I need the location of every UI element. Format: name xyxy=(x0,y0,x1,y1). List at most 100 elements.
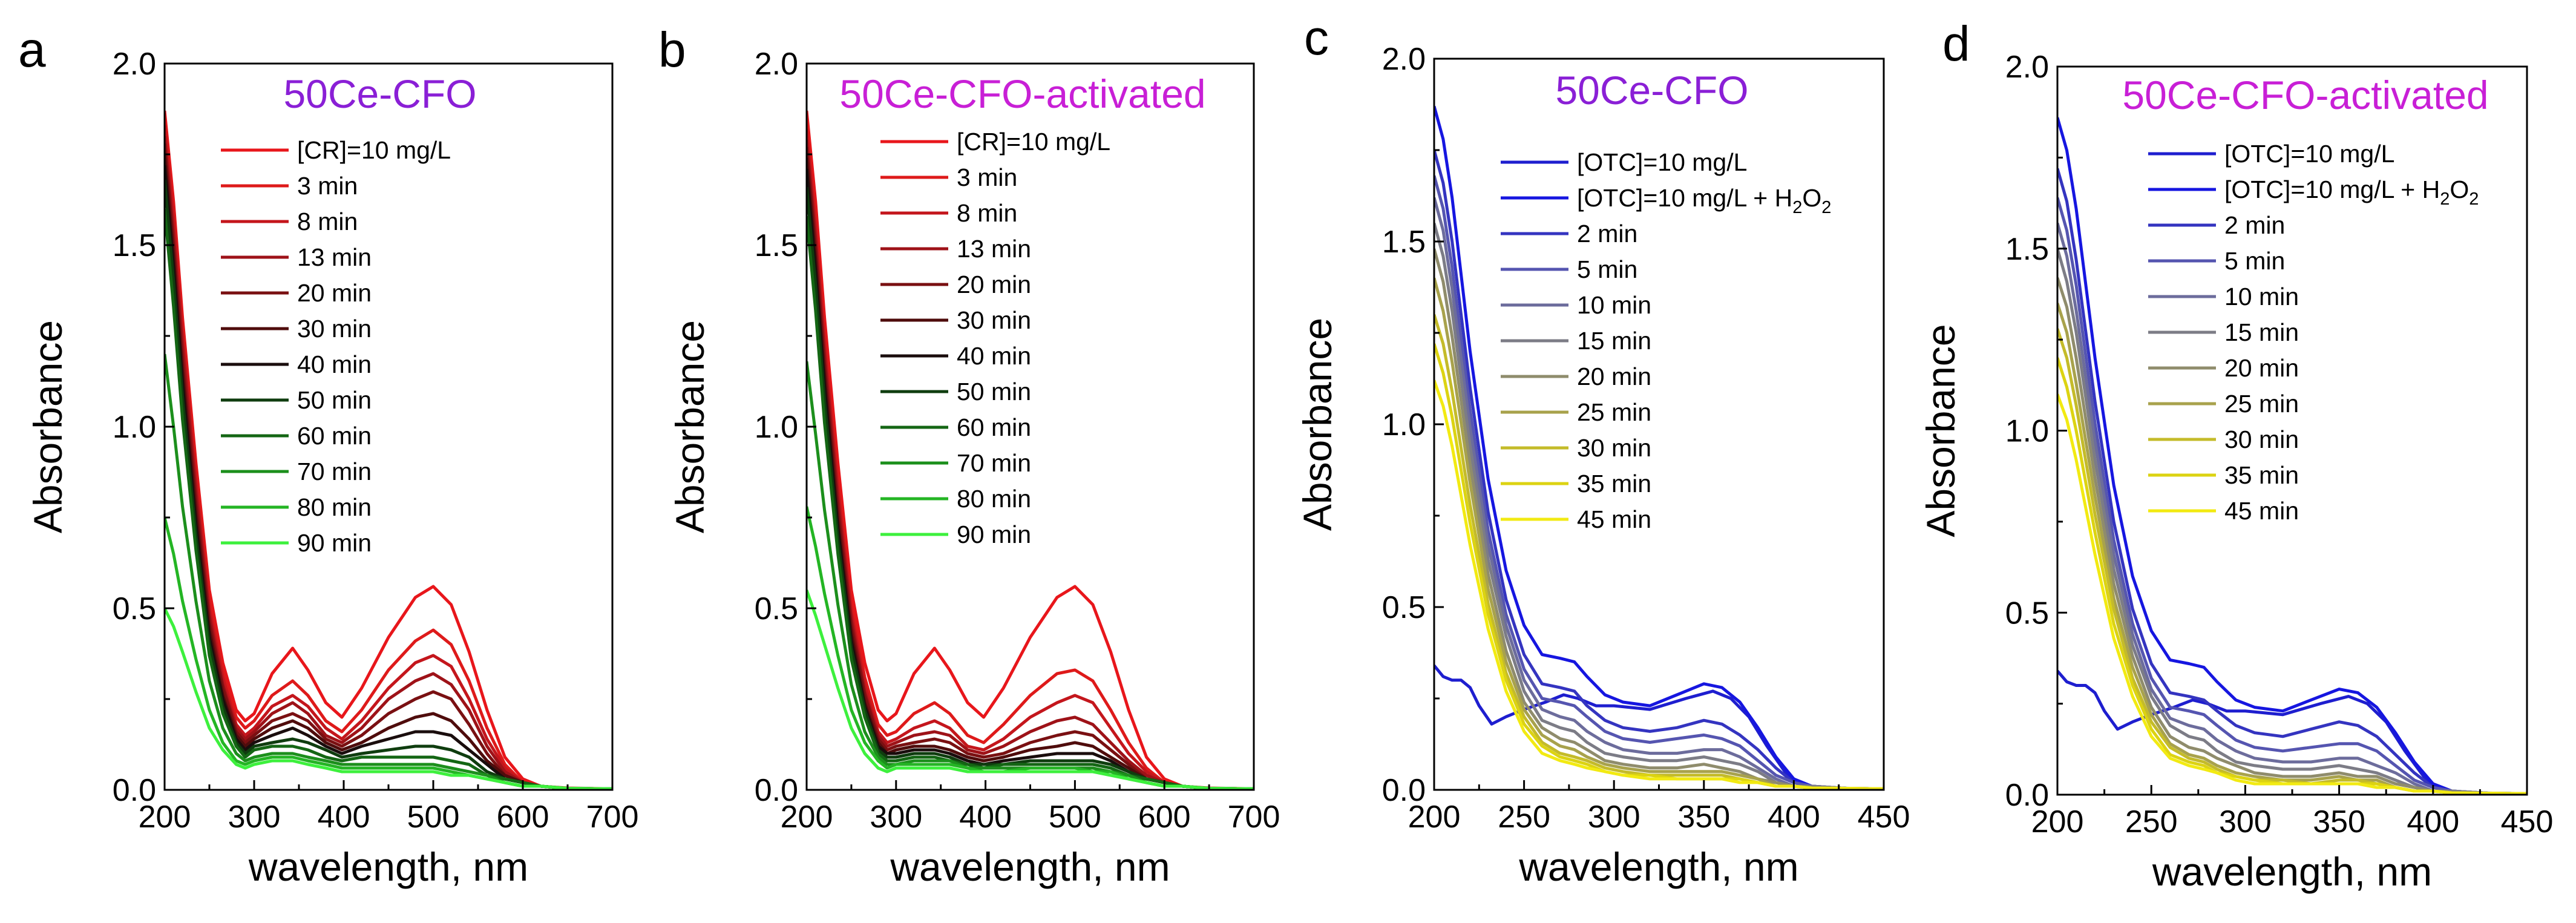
legend-entry: 5 min xyxy=(1577,255,1637,283)
series-line-10 xyxy=(1434,343,1884,790)
legend-entry: 3 min xyxy=(297,172,358,200)
series-line-6 xyxy=(1434,223,1884,790)
y-tick-label: 1.0 xyxy=(113,410,156,445)
y-tick-label: 2.0 xyxy=(755,47,798,82)
series-line-2 xyxy=(165,117,612,790)
x-tick-label: 500 xyxy=(1049,800,1101,835)
series-line-12 xyxy=(807,590,1254,790)
y-tick-label: 0.0 xyxy=(113,773,156,808)
y-tick-label: 0.5 xyxy=(1382,590,1426,625)
y-tick-label: 0.5 xyxy=(755,591,798,626)
y-tick-label: 1.5 xyxy=(1382,225,1426,260)
series-line-1 xyxy=(2057,669,2527,795)
legend: [CR]=10 mg/L 3 min 8 min 13 min 20 min 30 min… xyxy=(880,128,1110,548)
x-tick-label: 300 xyxy=(870,800,922,835)
x-axis-label: wavelength, nm xyxy=(890,844,1170,889)
panel-a: 200 300 400 500 600 700 0.0 0.5 1.0 1.5 2.0 wavelen… xyxy=(18,22,638,889)
series-line-11 xyxy=(2057,393,2527,795)
series-line-9 xyxy=(807,215,1254,790)
series-line-2 xyxy=(2057,117,2527,795)
series-line-3 xyxy=(2057,168,2527,795)
legend-entry: 60 min xyxy=(297,422,372,450)
legend-entry: 10 min xyxy=(2224,283,2299,310)
x-tick-label: 200 xyxy=(1408,800,1461,835)
panel-b: 200 300 400 500 600 700 0.0 0.5 1.0 1.5 2.0 wavelen… xyxy=(658,22,1280,889)
legend-entry: 5 min xyxy=(2224,247,2285,275)
series-line-1 xyxy=(807,110,1254,790)
y-tick-label: 1.0 xyxy=(755,410,798,445)
legend-entry: 45 min xyxy=(2224,497,2299,525)
legend: [OTC]=10 mg/L [OTC]=10 mg/L + H2O2 2 min 5 … xyxy=(1501,148,1831,533)
y-axis-label: Absorbance xyxy=(1295,318,1340,531)
legend-entry: 60 min xyxy=(957,413,1031,441)
legend-entry: 70 min xyxy=(297,458,372,485)
series-lines xyxy=(1434,105,1884,790)
x-tick-label: 600 xyxy=(497,800,549,835)
panel-label: a xyxy=(18,22,46,77)
x-tick-label: 200 xyxy=(2031,804,2084,839)
legend-entry: 40 min xyxy=(297,350,372,378)
series-line-2 xyxy=(1434,105,1884,790)
panel-label: b xyxy=(658,22,686,77)
series-line-1 xyxy=(1434,665,1884,790)
x-tick-label: 200 xyxy=(781,800,833,835)
x-tick-label: 250 xyxy=(2125,804,2178,839)
legend-entry: [OTC]=10 mg/L + H2O2 xyxy=(1577,184,1831,217)
legend-entry: 15 min xyxy=(1577,327,1651,355)
y-tick-label: 2.0 xyxy=(1382,42,1426,77)
y-tick-label: 2.0 xyxy=(2005,50,2049,85)
legend-entry: [OTC]=10 mg/L xyxy=(2224,140,2394,168)
chart-title: 50Ce-CFO xyxy=(1555,68,1748,113)
legend-entry: [OTC]=10 mg/L + H2O2 xyxy=(2224,176,2479,209)
legend-entry: 35 min xyxy=(2224,461,2299,489)
legend-entry: 3 min xyxy=(957,163,1017,191)
legend-entry: [OTC]=10 mg/L xyxy=(1577,148,1747,176)
y-tick-label: 1.0 xyxy=(2005,414,2049,449)
legend-entry: 30 min xyxy=(1577,434,1651,462)
y-tick-label: 1.5 xyxy=(755,228,798,263)
series-line-9 xyxy=(165,208,612,790)
x-tick-label: 250 xyxy=(1498,800,1550,835)
legend-entry: 15 min xyxy=(2224,318,2299,346)
series-line-7 xyxy=(1434,248,1884,790)
legend-entry: 25 min xyxy=(2224,390,2299,418)
legend-entry: 70 min xyxy=(957,449,1031,477)
legend-entry: 13 min xyxy=(957,235,1031,263)
legend: [CR]=10 mg/L 3 min 8 min 13 min 20 min 30 min… xyxy=(221,136,451,557)
legend-entry: [CR]=10 mg/L xyxy=(957,128,1110,156)
panel-d: 200 250 300 350 400 450 0.0 0.5 1.0 1.5 2.0 wavelen… xyxy=(1918,16,2553,894)
x-tick-label: 300 xyxy=(1588,800,1640,835)
y-tick-label: 1.5 xyxy=(113,228,156,263)
panel-c: 200 250 300 350 400 450 0.0 0.5 1.0 1.5 2.0 wavelen… xyxy=(1295,10,1910,889)
series-line-3 xyxy=(1434,149,1884,790)
chart-title: 50Ce-CFO-activated xyxy=(839,71,1205,116)
x-tick-label: 400 xyxy=(2407,804,2459,839)
legend-entry: 13 min xyxy=(297,243,372,271)
x-tick-label: 700 xyxy=(1228,800,1280,835)
series-line-4 xyxy=(1434,175,1884,790)
legend-entry: 80 min xyxy=(957,485,1031,513)
y-axis-label: Absorbance xyxy=(1918,324,1963,537)
x-tick-label: 300 xyxy=(228,800,281,835)
series-line-5 xyxy=(2057,222,2527,795)
series-line-8 xyxy=(1434,277,1884,790)
legend-entry: 8 min xyxy=(957,199,1017,227)
x-tick-label: 350 xyxy=(1677,800,1730,835)
legend-entry: 10 min xyxy=(1577,291,1651,319)
legend-entry: 25 min xyxy=(1577,398,1651,426)
y-tick-label: 0.5 xyxy=(2005,596,2049,631)
y-tick-label: 0.0 xyxy=(755,773,798,808)
series-line-11 xyxy=(1434,379,1884,790)
legend-entry: 30 min xyxy=(297,315,372,343)
legend-entry: 2 min xyxy=(2224,211,2285,239)
legend-entry: 20 min xyxy=(297,279,372,307)
x-tick-label: 400 xyxy=(1768,800,1820,835)
legend-entry: 50 min xyxy=(297,386,372,414)
x-tick-label: 400 xyxy=(959,800,1012,835)
legend-entry: 30 min xyxy=(2224,425,2299,453)
y-tick-label: 2.0 xyxy=(113,47,156,82)
series-lines xyxy=(165,110,612,790)
y-tick-label: 1.0 xyxy=(1382,407,1426,442)
x-tick-label: 350 xyxy=(2313,804,2365,839)
